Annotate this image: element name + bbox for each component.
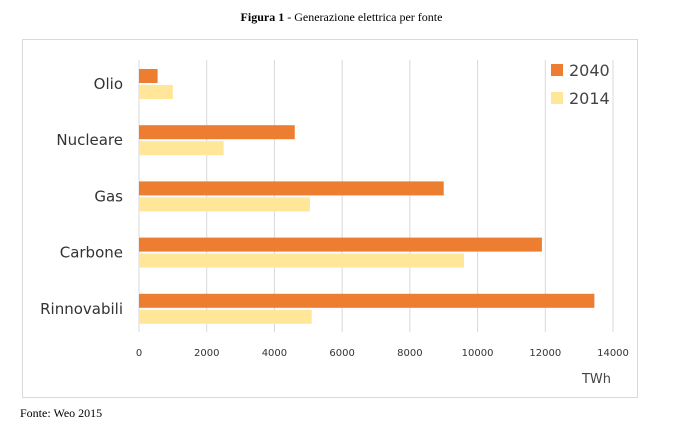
bar-2040-olio bbox=[139, 69, 158, 83]
bar-2014-nucleare bbox=[139, 141, 224, 156]
bar-2014-carbone bbox=[139, 253, 465, 268]
chart-frame: 0 2000 4000 6000 8000 10000 12000 14000 Olio Nucl… bbox=[22, 39, 638, 398]
source-note: Fonte: Weo 2015 bbox=[20, 406, 103, 420]
category-label: Olio bbox=[94, 75, 123, 93]
x-tick-label: 0 bbox=[136, 348, 142, 359]
bar-2014-olio bbox=[139, 85, 173, 99]
legend-swatch-2014 bbox=[551, 92, 563, 104]
figure-caption: Figura 1 - Generazione elettrica per fon… bbox=[0, 10, 683, 25]
bar-chart: 0 2000 4000 6000 8000 10000 12000 14000 Olio Nucl… bbox=[40, 60, 629, 387]
x-tick-label: 12000 bbox=[529, 348, 561, 359]
legend-label-2040: 2040 bbox=[569, 61, 610, 80]
x-tick-label: 2000 bbox=[194, 348, 219, 359]
bar-2014-gas bbox=[139, 197, 310, 212]
legend-label-2014: 2014 bbox=[569, 89, 610, 108]
bar-2040-carbone bbox=[139, 237, 542, 252]
category-label: Gas bbox=[94, 187, 123, 205]
legend-swatch-2040 bbox=[551, 64, 563, 76]
figure-caption-prefix: Figura 1 bbox=[240, 10, 285, 24]
category-label: Carbone bbox=[60, 244, 123, 262]
x-tick-label: 8000 bbox=[397, 348, 422, 359]
bar-2040-gas bbox=[139, 181, 444, 196]
bar-2014-rinnovabili bbox=[139, 309, 312, 324]
x-tick-label: 10000 bbox=[462, 348, 494, 359]
bar-2040-rinnovabili bbox=[139, 293, 595, 308]
x-tick-label: 14000 bbox=[597, 348, 629, 359]
x-tick-label: 6000 bbox=[329, 348, 354, 359]
figure-caption-text: - Generazione elettrica per fonte bbox=[284, 10, 443, 24]
category-label: Rinnovabili bbox=[40, 300, 123, 318]
category-label: Nucleare bbox=[56, 131, 123, 149]
x-axis-unit-label: TWh bbox=[581, 372, 611, 387]
bar-2040-nucleare bbox=[139, 125, 295, 140]
x-tick-label: 4000 bbox=[262, 348, 287, 359]
